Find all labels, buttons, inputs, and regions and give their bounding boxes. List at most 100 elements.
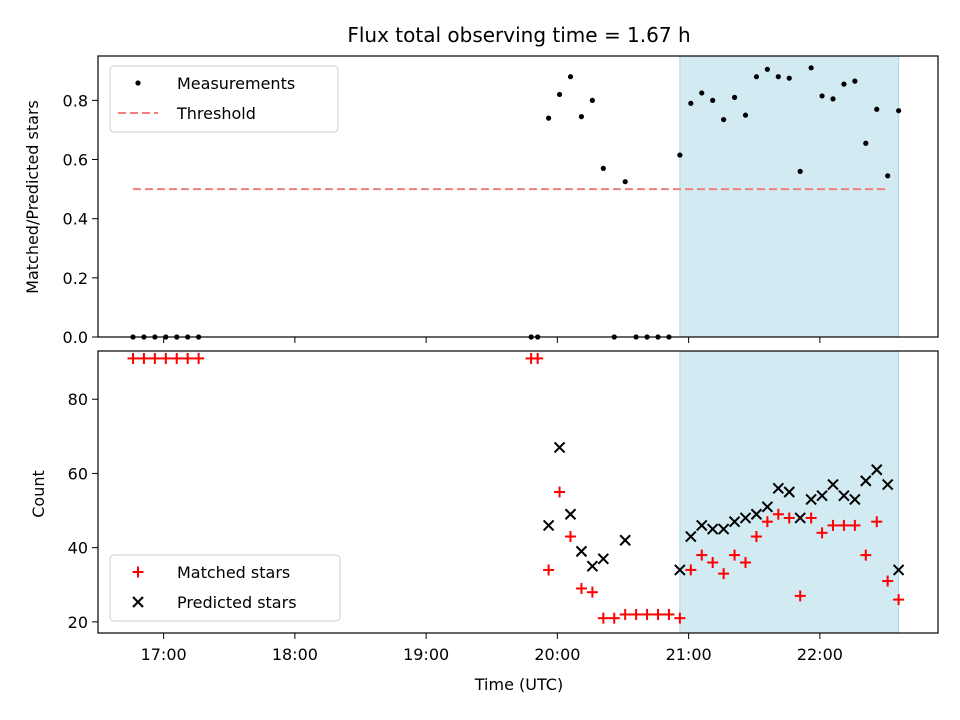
measurement-point xyxy=(699,90,705,96)
predicted-star-point xyxy=(827,478,839,491)
measurement-point xyxy=(567,74,574,80)
measurement-point xyxy=(600,165,606,171)
measurement-point xyxy=(546,115,552,121)
measurement-point xyxy=(885,173,891,179)
matched-star-point xyxy=(532,352,544,364)
bottom-y-axis-label: Count xyxy=(29,470,48,518)
legend-label: Threshold xyxy=(176,104,256,123)
plot-frame xyxy=(97,350,939,634)
predicted-star-point xyxy=(586,560,599,572)
predicted-star-point xyxy=(750,508,763,520)
matched-star-point xyxy=(740,557,751,568)
measurement-point xyxy=(775,74,781,80)
measurement-point xyxy=(742,112,749,118)
measurement-point xyxy=(721,116,727,123)
plot-frame xyxy=(97,55,939,338)
legend-marker xyxy=(132,596,144,608)
measurement-point xyxy=(896,108,902,114)
legend: Matched stars Predicted stars xyxy=(109,554,341,622)
legend: Measurements Threshold xyxy=(109,65,339,133)
matched-star-point xyxy=(674,612,686,624)
y-tick-label: 80 xyxy=(68,390,88,409)
legend-box xyxy=(109,65,339,133)
legend-label: Matched stars xyxy=(177,563,290,582)
legend-marker xyxy=(135,80,141,86)
matched-star-point xyxy=(543,564,555,576)
matched-star-point xyxy=(794,590,806,602)
top-y-axis-label: Matched/Predicted stars xyxy=(23,100,42,294)
measurement-point xyxy=(710,97,716,103)
y-tick-label: 60 xyxy=(68,464,88,483)
matched-star-point xyxy=(761,516,773,528)
x-tick-label: 18:00 xyxy=(272,645,318,664)
matched-star-point xyxy=(718,568,730,580)
matched-star-point xyxy=(685,564,697,576)
matched-star-point xyxy=(663,608,675,620)
measurement-point xyxy=(808,65,814,71)
x-axis-label: Time (UTC) xyxy=(474,675,563,694)
predicted-star-point xyxy=(881,478,894,491)
matched-star-point xyxy=(586,586,598,598)
chart-title: Flux total observing time = 1.67 h xyxy=(347,23,690,47)
predicted-star-point xyxy=(739,512,752,524)
measurement-point xyxy=(589,97,595,103)
predicted-star-point xyxy=(717,523,730,535)
y-tick-label: 0.8 xyxy=(63,91,88,110)
measurement-point xyxy=(819,93,825,99)
matched-star-point xyxy=(696,549,708,561)
measurement-point xyxy=(874,106,880,112)
measurement-point xyxy=(786,75,792,81)
predicted-star-point xyxy=(564,508,577,520)
matched-star-point xyxy=(554,486,566,498)
y-tick-label: 0.0 xyxy=(63,328,88,347)
y-tick-label: 20 xyxy=(68,613,88,632)
predicted-star-point xyxy=(849,493,861,506)
matched-star-point xyxy=(138,352,150,364)
predicted-star-point xyxy=(805,493,817,506)
matched-star-point xyxy=(893,594,905,606)
matched-star-point xyxy=(652,608,664,620)
predicted-star-point xyxy=(892,564,905,576)
matched-star-point xyxy=(772,508,784,520)
measurement-point xyxy=(753,74,760,80)
matched-star-point xyxy=(641,608,653,620)
predicted-star-point xyxy=(575,545,588,558)
legend-label: Predicted stars xyxy=(177,593,297,612)
matched-star-point xyxy=(565,531,576,543)
matched-star-point xyxy=(860,549,872,561)
predicted-star-point xyxy=(860,475,872,487)
x-tick-label: 19:00 xyxy=(403,645,449,664)
matched-star-point xyxy=(171,352,183,364)
predicted-star-point xyxy=(772,482,785,494)
matched-star-point xyxy=(619,608,631,620)
matched-star-point xyxy=(805,512,817,524)
measurement-point xyxy=(830,96,836,102)
measurement-point xyxy=(556,91,563,98)
predicted-star-point xyxy=(794,512,806,524)
matched-star-point xyxy=(783,512,795,524)
x-tick-label: 21:00 xyxy=(666,645,712,664)
matched-star-point xyxy=(849,519,861,531)
matched-star-point xyxy=(127,352,139,364)
measurement-point xyxy=(677,152,683,158)
highlight-span xyxy=(679,55,900,338)
matched-star-point xyxy=(838,519,850,531)
y-tick-label: 0.2 xyxy=(63,269,88,288)
predicted-star-point xyxy=(597,553,610,565)
predicted-star-point xyxy=(871,464,883,476)
y-tick-label: 0.4 xyxy=(63,210,88,229)
measurement-point xyxy=(731,94,738,101)
matched-star-point xyxy=(827,519,839,531)
matched-star-point xyxy=(160,352,172,364)
matched-star-point xyxy=(882,575,894,587)
x-tick-label: 17:00 xyxy=(141,645,187,664)
predicted-star-point xyxy=(783,486,795,498)
measurement-point xyxy=(688,100,694,106)
y-tick-label: 40 xyxy=(68,539,88,558)
measurement-point xyxy=(622,179,628,185)
measurement-point xyxy=(841,81,847,87)
predicted-star-point xyxy=(619,534,631,546)
matched-star-point xyxy=(750,531,762,543)
matched-star-point xyxy=(193,352,205,364)
legend-label: Measurements xyxy=(177,74,295,93)
